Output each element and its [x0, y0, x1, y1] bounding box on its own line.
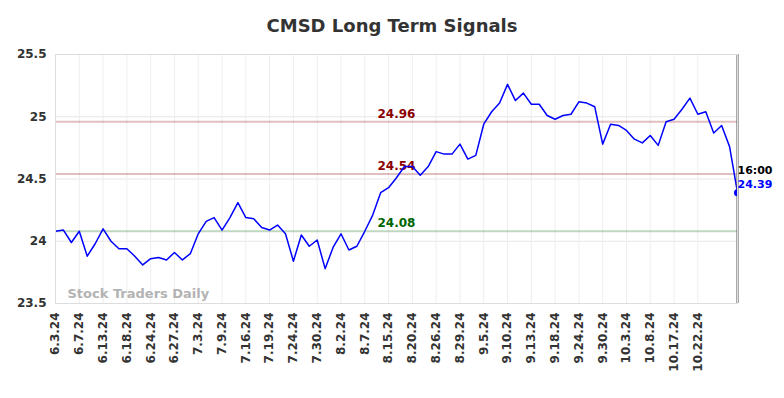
svg-text:6.3.24: 6.3.24: [48, 313, 62, 356]
html-text:CMSD Long Term Signals: CMSD Long Term Signals: [266, 15, 518, 36]
svg-text:16:00: 16:00: [738, 164, 773, 177]
svg-text:8.15.24: 8.15.24: [381, 313, 395, 364]
svg-text:25: 25: [30, 110, 47, 124]
svg-text:9.24.24: 9.24.24: [572, 313, 586, 364]
svg-text:6.27.24: 6.27.24: [167, 313, 181, 364]
svg-text:8.29.24: 8.29.24: [453, 313, 467, 364]
svg-text:24.54: 24.54: [377, 158, 416, 173]
svg-text:9.5.24: 9.5.24: [477, 313, 491, 356]
svg-text:9.13.24: 9.13.24: [524, 313, 538, 364]
svg-text:23.5: 23.5: [17, 296, 47, 310]
svg-text:25.5: 25.5: [17, 47, 47, 61]
svg-text:10.3.24: 10.3.24: [619, 313, 633, 364]
svg-text:6.7.24: 6.7.24: [72, 313, 86, 356]
svg-text:7.24.24: 7.24.24: [286, 313, 300, 364]
svg-text:24.08: 24.08: [378, 216, 416, 230]
svg-text:9.30.24: 9.30.24: [596, 313, 610, 364]
svg-text:10.8.24: 10.8.24: [643, 313, 657, 364]
svg-text:8.20.24: 8.20.24: [405, 313, 419, 364]
svg-text:24.96: 24.96: [378, 107, 416, 121]
svg-text:8.7.24: 8.7.24: [358, 313, 372, 356]
svg-text:10.22.24: 10.22.24: [691, 313, 705, 372]
svg-text:Stock Traders Daily: Stock Traders Daily: [68, 286, 210, 301]
svg-text:7.30.24: 7.30.24: [310, 313, 324, 364]
svg-text:24.5: 24.5: [17, 172, 47, 186]
svg-text:7.9.24: 7.9.24: [215, 313, 229, 356]
svg-text:7.16.24: 7.16.24: [239, 313, 253, 364]
svg-text:9.18.24: 9.18.24: [548, 313, 562, 364]
svg-text:7.19.24: 7.19.24: [262, 313, 276, 364]
svg-text:6.24.24: 6.24.24: [144, 313, 158, 364]
svg-text:10.17.24: 10.17.24: [667, 313, 681, 372]
svg-text:24: 24: [30, 234, 47, 248]
svg-text:24.39: 24.39: [738, 178, 773, 191]
svg-text:7.3.24: 7.3.24: [191, 313, 205, 356]
svg-text:6.18.24: 6.18.24: [120, 313, 134, 364]
svg-text:9.10.24: 9.10.24: [500, 313, 514, 364]
svg-text:8.26.24: 8.26.24: [429, 313, 443, 364]
svg-text:6.13.24: 6.13.24: [96, 313, 110, 364]
svg-text:8.2.24: 8.2.24: [334, 313, 348, 356]
